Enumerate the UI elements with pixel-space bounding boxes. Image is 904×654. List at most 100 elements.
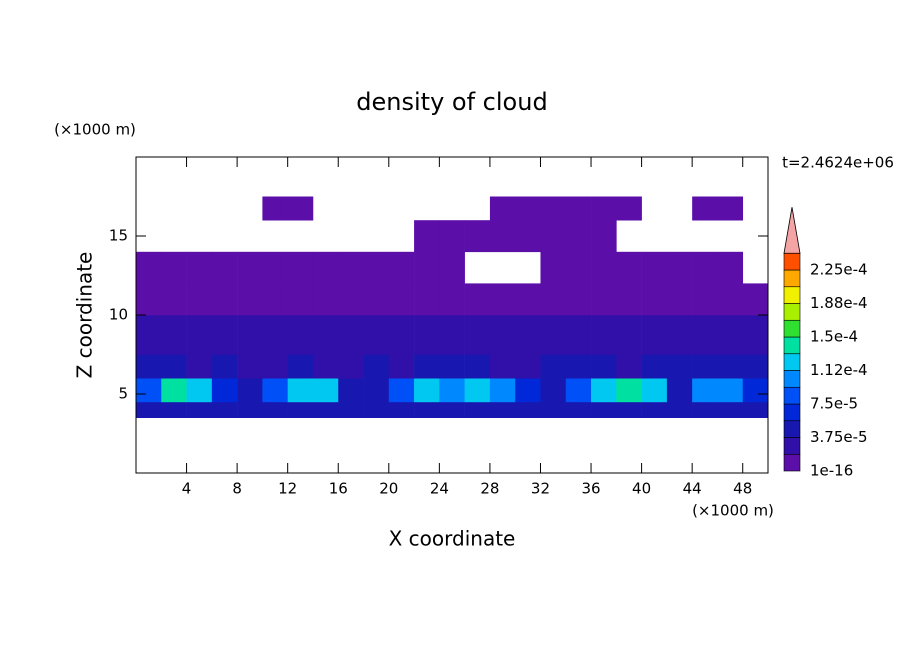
contour-cell — [666, 378, 693, 403]
contour-cell — [591, 220, 617, 253]
chart-title: density of cloud — [356, 88, 547, 116]
contour-cell — [312, 378, 339, 403]
x-tick-label: 12 — [278, 480, 297, 498]
contour-cell — [338, 251, 364, 284]
contour-cell — [262, 283, 288, 316]
contour-cell — [237, 401, 263, 418]
contour-cell — [414, 220, 440, 253]
contour-cell — [717, 315, 744, 355]
contour-cell — [439, 251, 465, 284]
contour-cell — [565, 378, 592, 403]
contour-cell — [616, 196, 642, 221]
contour-cell — [565, 251, 592, 284]
contour-cell — [287, 354, 314, 379]
contour-cell — [464, 378, 491, 403]
contour-cell — [464, 315, 491, 355]
contour-cell — [211, 315, 238, 355]
contour-cell — [388, 283, 415, 316]
contour-cell — [312, 401, 339, 418]
contour-cell — [363, 401, 390, 418]
contour-cell — [338, 283, 364, 316]
contour-cell — [616, 251, 642, 284]
contour-cell — [565, 283, 592, 316]
contour-cell — [666, 251, 693, 284]
contour-cell — [591, 283, 617, 316]
contour-cell — [439, 354, 465, 379]
contour-cell — [161, 283, 187, 316]
contour-cell — [717, 196, 744, 221]
contour-cell — [692, 196, 718, 221]
contour-cell — [591, 378, 617, 403]
contour-cell — [439, 220, 465, 253]
y-axis-title: Z coordinate — [73, 252, 97, 379]
contour-cell — [211, 401, 238, 418]
contour-cell — [489, 220, 516, 253]
contour-cell — [211, 354, 238, 379]
contour-cell — [262, 354, 288, 379]
contour-cell — [262, 196, 288, 221]
contour-cell — [388, 354, 415, 379]
contour-cell — [464, 401, 491, 418]
contour-cell — [211, 378, 238, 403]
contour-cell — [616, 315, 642, 355]
contour-cell — [591, 251, 617, 284]
contour-cell — [161, 354, 187, 379]
contour-cell — [540, 378, 567, 403]
contour-cell — [515, 378, 541, 403]
contour-cell — [666, 283, 693, 316]
contour-cell — [666, 401, 693, 418]
contour-cell — [692, 354, 718, 379]
contour-cell — [338, 378, 364, 403]
contour-cell — [312, 315, 339, 355]
contour-cell — [237, 315, 263, 355]
contour-cell — [287, 251, 314, 284]
time-label: t=2.4624e+06 — [782, 154, 894, 172]
colorbar-label: 1.5e-4 — [810, 328, 858, 346]
y-tick-label: 10 — [109, 306, 128, 324]
contour-cell — [136, 401, 162, 418]
contour-cell — [439, 283, 465, 316]
y-tick-label: 15 — [109, 227, 128, 245]
contour-cell — [312, 283, 339, 316]
contour-cell — [414, 251, 440, 284]
contour-cell — [565, 315, 592, 355]
contour-cell — [287, 401, 314, 418]
contour-cell — [540, 251, 567, 284]
contour-cell — [287, 315, 314, 355]
contour-cell — [692, 283, 718, 316]
x-tick-label: 36 — [581, 480, 600, 498]
contour-cell — [363, 315, 390, 355]
contour-cell — [388, 315, 415, 355]
contour-cell — [136, 315, 162, 355]
contour-cell — [186, 315, 213, 355]
contour-cell — [565, 220, 592, 253]
contour-cell — [489, 315, 516, 355]
contour-cell — [388, 251, 415, 284]
contour-cell — [464, 283, 491, 316]
contour-cell — [439, 315, 465, 355]
contour-cell — [717, 378, 744, 403]
contour-cell — [464, 354, 491, 379]
contour-cell — [742, 401, 769, 418]
contour-cell — [388, 378, 415, 403]
contour-cell — [237, 354, 263, 379]
contour-cell — [641, 251, 668, 284]
contour-cell — [515, 220, 541, 253]
contour-cell — [540, 354, 567, 379]
x-axis-title: X coordinate — [389, 527, 516, 551]
contour-cell — [287, 283, 314, 316]
contour-cell — [237, 283, 263, 316]
colorbar-label: 1.12e-4 — [810, 361, 868, 379]
colorbar-label: 1e-16 — [810, 462, 853, 480]
colorbar-box — [783, 370, 801, 388]
contour-cell — [414, 378, 440, 403]
contour-cell — [363, 283, 390, 316]
contour-cell — [616, 283, 642, 316]
contour-cell — [616, 378, 642, 403]
colorbar-label: 7.5e-5 — [810, 395, 858, 413]
contour-cell — [136, 283, 162, 316]
colorbar-box — [783, 286, 801, 304]
x-tick-label: 24 — [430, 480, 449, 498]
contour-cell — [540, 220, 567, 253]
contour-cell — [489, 401, 516, 418]
